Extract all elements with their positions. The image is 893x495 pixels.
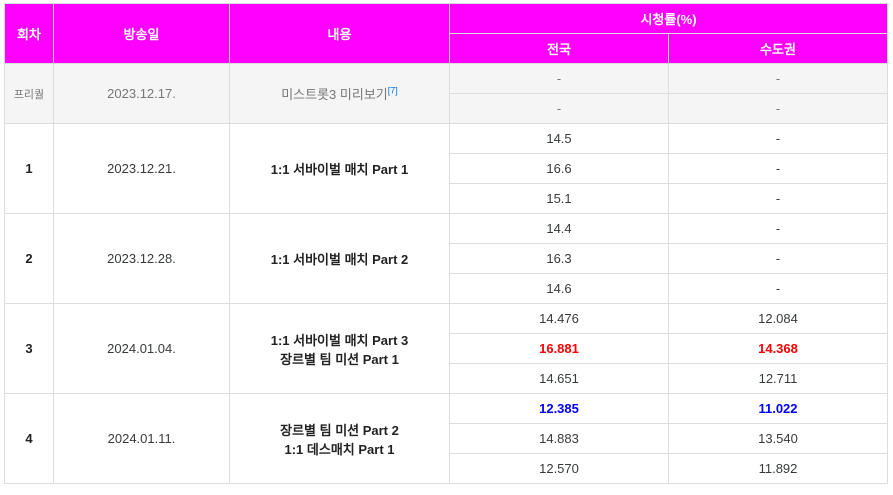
metro-cell: - [668,63,888,94]
table-row: 1 2023.12.21. 1:1 서바이벌 매치 Part 1 14.5 - [4,123,888,214]
airdate-cell: 2024.01.11. [53,393,230,484]
content-cell: 미스트롯3 미리보기[7] [229,63,450,124]
metro-cell: - [668,273,888,304]
table-row: 12.570 11.892 [5,453,888,484]
nationwide-cell: 15.1 [449,183,669,214]
table-row: 16.3 - [5,243,888,274]
episode-cell: 3 [4,303,54,394]
metro-cell: 13.540 [668,423,888,454]
header-episode: 회차 [4,3,54,64]
content-cell: 1:1 서바이벌 매치 Part 2 [229,213,450,304]
content-text: 미스트롯3 미리보기 [281,87,388,102]
nationwide-cell: 14.651 [449,363,669,394]
content-line: 1:1 데스매치 Part 1 [284,441,395,457]
content-line: 장르별 팀 미션 Part 2 [280,422,399,438]
nationwide-cell: - [449,93,669,124]
metro-cell: - [668,213,888,244]
nationwide-cell: 16.3 [449,243,669,274]
metro-cell: 11.892 [668,453,888,484]
header-metro: 수도권 [668,33,888,64]
table-row: - - [5,93,888,124]
airdate-cell: 2023.12.28. [53,213,230,304]
content-cell: 1:1 서바이벌 매치 Part 1 [229,123,450,214]
nationwide-lowest-cell: 12.385 [449,393,669,424]
header-ratings: 시청률(%) [449,3,888,34]
nationwide-cell: 16.6 [449,153,669,184]
episode-cell: 4 [4,393,54,484]
table-row: 14.6 - [5,273,888,304]
ratings-table: 회차 방송일 내용 시청률(%) 전국 수도권 프리퀄 2023.12.17. … [4,3,888,484]
content-line: 1:1 서바이벌 매치 Part 2 [270,252,409,267]
nationwide-cell: 14.5 [449,123,669,154]
footnote-link[interactable]: [7] [387,85,398,96]
header-airdate: 방송일 [53,3,230,64]
metro-lowest-cell: 11.022 [668,393,888,424]
nationwide-cell: 14.6 [449,273,669,304]
airdate-cell: 2024.01.04. [53,303,230,394]
table-row: 15.1 - [5,183,888,214]
header-content: 내용 [229,3,450,64]
metro-cell: - [668,123,888,154]
nationwide-cell: - [449,63,669,94]
table-row: 3 2024.01.04. 1:1 서바이벌 매치 Part 3 장르별 팀 미… [4,303,888,394]
episode-cell: 2 [4,213,54,304]
table-row: 프리퀄 2023.12.17. 미스트롯3 미리보기[7] - - [4,63,888,124]
episode-cell: 프리퀄 [4,63,54,124]
table-row: 2 2023.12.28. 1:1 서바이벌 매치 Part 2 14.4 - [4,213,888,304]
table-row: 4 2024.01.11. 장르별 팀 미션 Part 2 1:1 데스매치 P… [4,393,888,484]
header-nationwide: 전국 [449,33,669,64]
nationwide-highest-cell: 16.881 [449,333,669,364]
content-line: 1:1 서바이벌 매치 Part 3 [270,332,409,348]
nationwide-cell: 14.476 [449,303,669,334]
airdate-cell: 2023.12.21. [53,123,230,214]
content-cell: 1:1 서바이벌 매치 Part 3 장르별 팀 미션 Part 1 [229,303,450,394]
airdate-cell: 2023.12.17. [53,63,230,124]
content-line: 1:1 서바이벌 매치 Part 1 [270,162,409,177]
content-cell: 장르별 팀 미션 Part 2 1:1 데스매치 Part 1 [229,393,450,484]
table-row: 16.6 - [5,153,888,184]
metro-cell: - [668,243,888,274]
content-line: 장르별 팀 미션 Part 1 [280,351,399,367]
nationwide-cell: 14.4 [449,213,669,244]
metro-highest-cell: 14.368 [668,333,888,364]
nationwide-cell: 14.883 [449,423,669,454]
table-row: 16.881 14.368 [5,333,888,364]
metro-cell: - [668,153,888,184]
episode-cell: 1 [4,123,54,214]
table-row: 14.883 13.540 [5,423,888,454]
nationwide-cell: 12.570 [449,453,669,484]
metro-cell: 12.084 [668,303,888,334]
metro-cell: - [668,183,888,214]
metro-cell: 12.711 [668,363,888,394]
metro-cell: - [668,93,888,124]
